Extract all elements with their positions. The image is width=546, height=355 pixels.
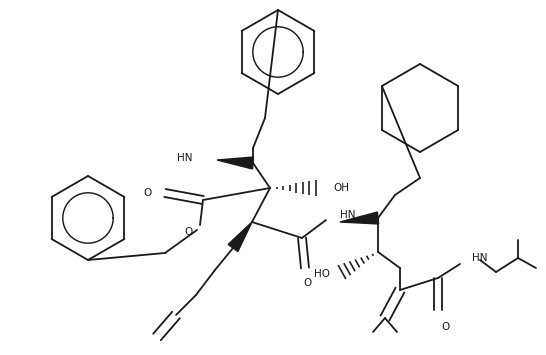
Text: HO: HO	[314, 269, 330, 279]
Text: O: O	[144, 188, 152, 198]
Polygon shape	[228, 222, 252, 252]
Text: HN: HN	[472, 253, 488, 263]
Text: O: O	[303, 278, 311, 288]
Text: O: O	[441, 322, 449, 332]
Text: OH: OH	[333, 183, 349, 193]
Polygon shape	[217, 157, 253, 169]
Text: HN: HN	[340, 210, 355, 220]
Text: O: O	[185, 227, 193, 237]
Text: HN: HN	[177, 153, 193, 163]
Polygon shape	[340, 212, 378, 224]
